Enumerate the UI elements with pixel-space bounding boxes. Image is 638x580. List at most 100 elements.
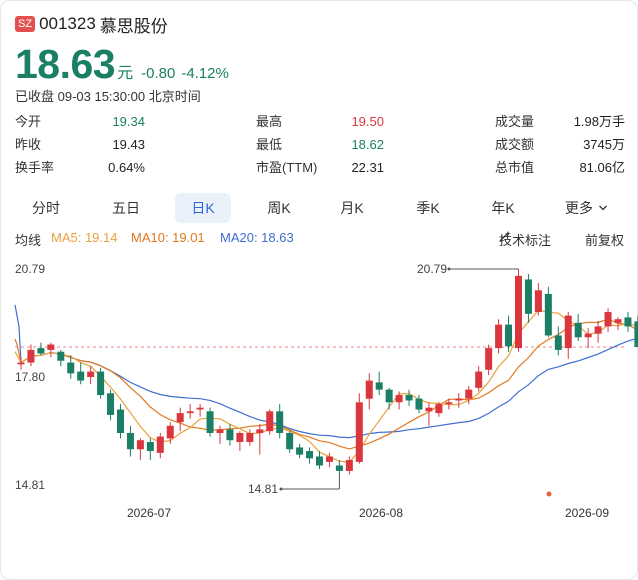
candle-body xyxy=(345,460,353,471)
candle-body xyxy=(226,429,234,441)
candle-body xyxy=(156,436,164,453)
candle-body xyxy=(594,326,602,334)
candle-body xyxy=(206,411,214,433)
candle-body xyxy=(365,380,373,399)
stock-name: 慕思股份 xyxy=(99,16,168,36)
candle-body xyxy=(17,362,25,365)
tab-month-k[interactable]: 月K xyxy=(323,193,381,223)
candle-body xyxy=(375,382,383,390)
tab-minute[interactable]: 分时 xyxy=(17,193,75,223)
candle-body xyxy=(57,351,65,361)
stat-value: 1.98万手 xyxy=(573,114,625,129)
candle-body xyxy=(584,333,592,338)
candle-body xyxy=(236,432,244,443)
candle-body xyxy=(455,398,463,401)
candle-body xyxy=(485,348,493,370)
tab-label: 日K xyxy=(191,200,215,216)
candle-body xyxy=(614,319,622,323)
tab-more[interactable]: 更多 xyxy=(553,193,619,223)
candle-body xyxy=(256,429,264,433)
candle-body xyxy=(146,442,154,452)
stat-label: 最低 xyxy=(256,137,283,152)
candle-body xyxy=(554,335,562,350)
stat-label: 换手率 xyxy=(15,160,55,175)
stat-value: 3745万 xyxy=(583,137,625,152)
period-tabs: 分时 五日 日K 周K 月K 季K 年K 更多 xyxy=(13,193,627,223)
tab-day-k[interactable]: 日K xyxy=(175,193,231,223)
tab-quarter-k[interactable]: 季K xyxy=(399,193,457,223)
candle-body xyxy=(316,456,323,466)
price-change: -0.80 xyxy=(141,65,176,82)
tab-label: 季K xyxy=(416,200,440,216)
ma10-value: MA10: 19.01 xyxy=(131,230,205,245)
stat-value: 18.62 xyxy=(351,137,384,152)
stat-turnover: 成交额 3745万 xyxy=(495,136,625,154)
candle-body xyxy=(385,389,393,403)
candle-body xyxy=(604,311,612,327)
x-tick-label: 2026-08 xyxy=(359,506,403,520)
stat-label: 总市值 xyxy=(495,160,535,175)
candle-body xyxy=(505,324,513,347)
exchange-badge: SZ xyxy=(15,16,36,32)
tab-five-day[interactable]: 五日 xyxy=(97,193,155,223)
candle-body xyxy=(136,440,144,450)
candle-body xyxy=(624,317,632,327)
event-marker-dot xyxy=(546,491,552,497)
candle-body xyxy=(67,362,75,374)
y-tick-label: 14.81 xyxy=(15,478,45,492)
stat-value: 19.43 xyxy=(112,137,145,152)
candle-body xyxy=(435,404,443,414)
tab-label: 更多 xyxy=(565,200,594,216)
stat-label: 成交额 xyxy=(495,137,535,152)
stat-label: 今开 xyxy=(15,114,42,129)
max-annotation-dot xyxy=(447,267,451,271)
candle-body xyxy=(166,425,174,439)
candle-body xyxy=(276,411,284,433)
tab-week-k[interactable]: 周K xyxy=(250,193,308,223)
candle-body xyxy=(47,344,55,350)
ma5-value: MA5: 19.14 xyxy=(51,230,118,245)
candle-body xyxy=(216,429,224,433)
candle-body xyxy=(445,402,453,405)
current-price: 18.63 xyxy=(15,41,116,87)
candle-body xyxy=(77,371,85,381)
x-tick-label: 2026-07 xyxy=(127,506,171,520)
stat-value: 81.06亿 xyxy=(579,160,625,175)
candle-body xyxy=(415,398,423,410)
candle-body xyxy=(405,395,413,401)
tech-annotation-label: 技术标注 xyxy=(499,233,552,248)
x-tick-label: 2026-09 xyxy=(565,506,609,520)
ma5-line xyxy=(14,309,638,463)
candle-body xyxy=(544,293,552,336)
min-annotation-dot xyxy=(279,487,283,491)
price-unit: 元 xyxy=(117,65,134,82)
stat-value: 22.31 xyxy=(351,160,384,175)
candle-body xyxy=(574,322,582,338)
candle-body xyxy=(176,413,184,423)
stat-value: 19.34 xyxy=(112,114,145,129)
stat-label: 昨收 xyxy=(15,137,42,152)
ma-legend: 均线 MA5: 19.14 MA10: 19.01 MA20: 18.63 技术… xyxy=(15,230,627,248)
candle-body xyxy=(37,348,45,354)
tab-year-k[interactable]: 年K xyxy=(474,193,532,223)
candle-body xyxy=(296,447,304,455)
chevron-down-icon xyxy=(598,205,607,211)
candle-body xyxy=(634,321,638,348)
min-annotation-label: 14.81 xyxy=(248,482,278,496)
adjust-mode-button[interactable]: 前复权 xyxy=(585,233,625,248)
candle-body xyxy=(97,371,105,396)
y-tick-label: 17.80 xyxy=(15,370,45,384)
stat-low: 最低 18.62 xyxy=(256,136,384,154)
stat-value: 19.50 xyxy=(351,114,384,129)
candle-body xyxy=(564,315,572,349)
tab-label: 五日 xyxy=(112,200,140,216)
stat-value: 0.64% xyxy=(108,160,145,175)
candle-body xyxy=(465,389,473,399)
candle-body xyxy=(186,411,194,414)
candle-body xyxy=(425,407,433,412)
price-change-percent: -4.12% xyxy=(181,65,229,82)
candle-body xyxy=(524,279,532,314)
candle-body xyxy=(286,432,294,450)
